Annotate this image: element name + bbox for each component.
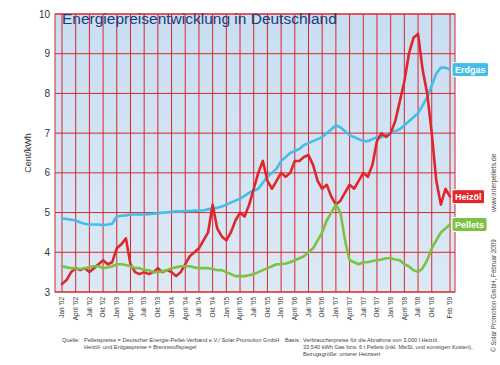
x-grid-line (404, 14, 405, 292)
x-grid-line (62, 14, 63, 292)
x-tick-label: Jan '08 (387, 297, 394, 318)
x-grid-line (335, 14, 336, 292)
y-tick-label: 5 (44, 207, 50, 218)
x-grid-line (226, 14, 227, 292)
x-grid-line (240, 14, 241, 292)
x-tick-label: Juli '07 (360, 297, 367, 317)
x-grid-line (144, 14, 145, 292)
y-grid-line (55, 53, 455, 54)
x-tick-label: Okt '05 (264, 297, 271, 318)
chart: 3 4 5 6 7 8 9 10 Energiepreisentwicklung in Deut… (0, 0, 500, 365)
x-grid-line (418, 14, 419, 292)
x-tick-label: Juli '08 (414, 297, 421, 317)
x-grid-line (363, 14, 364, 292)
x-tick-label: Jan '04 (168, 297, 175, 318)
legend-entry: Pellets (452, 217, 487, 231)
x-tick-label: Okt '03 (154, 297, 161, 318)
source-line: Pelletspreise = Deutscher Energie-Pellet… (84, 337, 279, 343)
x-tick-label: April '05 (236, 297, 244, 321)
legend-box (452, 190, 485, 204)
x-tick-label: Jan '05 (223, 297, 230, 318)
x-tick-label: April '04 (182, 297, 190, 321)
copyright: © Solar Promotion GmbH, Februar 2009 (490, 239, 497, 352)
x-tick-label: April '06 (291, 297, 299, 321)
x-grid-line (376, 14, 377, 292)
x-tick-label: Jan '06 (277, 297, 284, 318)
series-line (62, 34, 450, 284)
grid (55, 14, 455, 292)
legend: Erdgas Heizöl Pellets (452, 63, 489, 232)
series-line (62, 205, 450, 276)
x-tick-label: April '03 (127, 297, 135, 321)
source-line: Heizöl- und Erdgaspreise = Brennstoffspi… (84, 344, 196, 350)
x-grid-line (171, 14, 172, 292)
y-grid-line (55, 212, 455, 213)
x-grid-line (294, 14, 295, 292)
x-tick-label: Juli '04 (195, 297, 202, 317)
legend-box (452, 217, 487, 231)
x-tick-label: Okt '06 (318, 297, 325, 318)
basis-line: Verbraucherpreise für die Abnahme von 3.… (303, 337, 439, 343)
x-grid-line (450, 14, 451, 292)
lines (62, 34, 450, 284)
x-tick-label: Jan '07 (332, 297, 339, 318)
y-tick-label: 9 (44, 48, 50, 59)
x-tick-label: April '02 (72, 297, 80, 321)
x-grid-line (267, 14, 268, 292)
legend-label: Pellets (455, 220, 484, 230)
legend-entry: Heizöl (452, 190, 485, 204)
x-tick-label: Okt '07 (373, 297, 380, 318)
x-tick-label: April '08 (401, 297, 409, 321)
x-tick-label: Juli '02 (86, 297, 93, 317)
x-tick-label: Okt '02 (99, 297, 106, 318)
x-tick-label: April '07 (346, 297, 354, 321)
y-tick-label: 3 (44, 287, 50, 298)
y-axis-label: Cent/kWh (23, 133, 33, 173)
plot-background (55, 14, 455, 292)
x-grid-line (157, 14, 158, 292)
x-tick-label: Juli '03 (140, 297, 147, 317)
x-grid-line (253, 14, 254, 292)
y-grid-line (55, 172, 455, 173)
x-tick-label: Feb '09 (446, 297, 453, 319)
y-tick-label: 6 (44, 167, 50, 178)
x-grid-line (212, 14, 213, 292)
y-grid-line (55, 133, 455, 134)
y-grid-line (55, 93, 455, 94)
x-grid-line (390, 14, 391, 292)
x-tick-label: Juli '06 (305, 297, 312, 317)
title: Energiepreisentwicklung in Deutschland (62, 10, 337, 27)
x-tick-label: Okt '08 (428, 297, 435, 318)
legend-label: Erdgas (455, 65, 486, 75)
y-tick-label: 10 (39, 9, 51, 20)
y-tick-label: 8 (44, 88, 50, 99)
source-label: Quelle: (62, 337, 80, 343)
x-tick-label: Juli '05 (250, 297, 257, 317)
x-tick-label: Jan '03 (113, 297, 120, 318)
x-grid-line (349, 14, 350, 292)
x-grid-line (103, 14, 104, 292)
x-tick-label: Jan '02 (58, 297, 65, 318)
y-tick-label: 4 (44, 247, 50, 258)
x-grid-line (322, 14, 323, 292)
plot-frame (55, 14, 455, 292)
basis-label: Basis: (285, 337, 301, 343)
series-line (62, 68, 450, 226)
x-grid-line (130, 14, 131, 292)
legend-label: Heizöl (455, 192, 482, 202)
x-grid-line (75, 14, 76, 292)
x-tick-label: Okt '04 (209, 297, 216, 318)
basis-line: Bezugsgröße: unterer Heizwert (303, 351, 381, 357)
website: www.interpellets.de (490, 153, 498, 213)
x-grid-line (281, 14, 282, 292)
legend-box (452, 63, 489, 77)
basis-line: 33.540 kWh Gas bzw. 6 t Pellets (inkl. M… (303, 344, 473, 350)
x-grid-line (185, 14, 186, 292)
y-tick-label: 7 (44, 128, 50, 139)
x-grid-line (89, 14, 90, 292)
legend-entry: Erdgas (452, 63, 489, 77)
